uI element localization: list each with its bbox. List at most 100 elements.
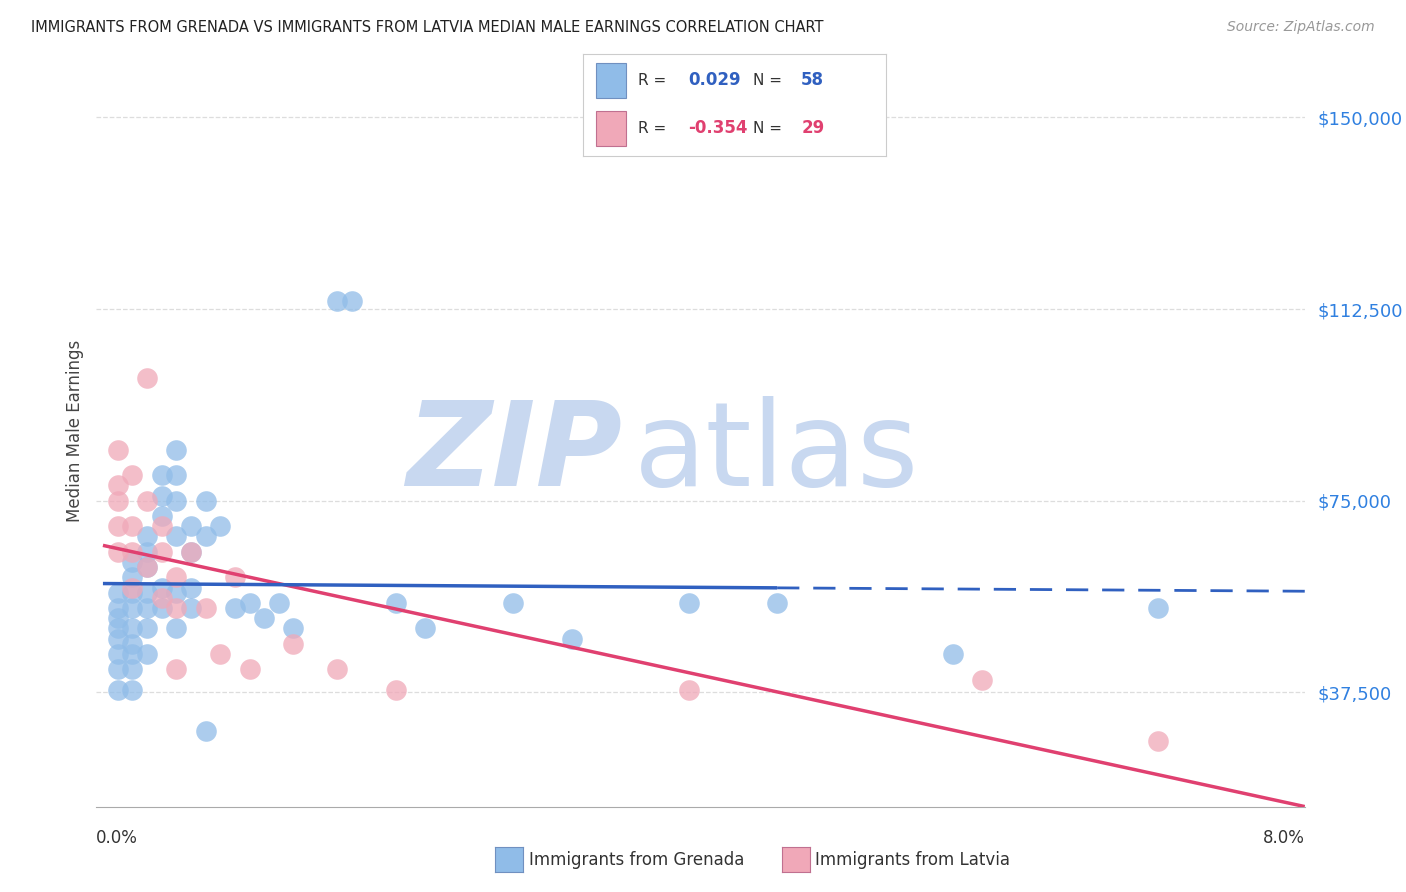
Text: IMMIGRANTS FROM GRENADA VS IMMIGRANTS FROM LATVIA MEDIAN MALE EARNINGS CORRELATI: IMMIGRANTS FROM GRENADA VS IMMIGRANTS FR… [31, 20, 824, 35]
Point [180, 519, 202, 533]
Point [180, 545, 202, 559]
Point [121, 637, 143, 651]
Point [267, 596, 290, 610]
Point [150, 468, 173, 483]
Point [180, 601, 202, 615]
Point [150, 581, 173, 595]
Point [194, 601, 217, 615]
Point [121, 581, 143, 595]
Point [107, 632, 129, 646]
Bar [596, 111, 626, 145]
Point [121, 585, 143, 599]
Point [150, 591, 173, 605]
Point [107, 545, 129, 559]
Point [107, 493, 129, 508]
Point [561, 632, 583, 646]
Point [1147, 601, 1170, 615]
Point [972, 673, 994, 687]
Point [678, 596, 700, 610]
Point [1147, 734, 1170, 748]
Text: R =: R = [638, 72, 671, 87]
Point [194, 529, 217, 543]
Point [107, 601, 129, 615]
Point [180, 545, 202, 559]
Bar [596, 62, 626, 97]
Point [165, 601, 187, 615]
Point [107, 519, 129, 533]
Point [150, 601, 173, 615]
Point [165, 662, 187, 676]
Text: N =: N = [752, 121, 786, 136]
Point [165, 529, 187, 543]
Point [165, 570, 187, 584]
Point [135, 545, 157, 559]
Text: atlas: atlas [634, 395, 920, 510]
Point [326, 662, 349, 676]
Point [150, 508, 173, 523]
Point [135, 585, 157, 599]
Point [121, 662, 143, 676]
Point [678, 682, 700, 697]
Text: ZIP: ZIP [405, 395, 621, 510]
Point [180, 581, 202, 595]
Text: 58: 58 [801, 71, 824, 89]
Point [165, 585, 187, 599]
Point [135, 529, 157, 543]
Point [135, 371, 157, 385]
Point [107, 621, 129, 635]
Point [502, 596, 524, 610]
Point [766, 596, 789, 610]
Point [224, 570, 246, 584]
Point [121, 545, 143, 559]
Point [135, 621, 157, 635]
Text: 29: 29 [801, 120, 824, 137]
Point [326, 294, 349, 309]
Text: 8.0%: 8.0% [1263, 829, 1305, 847]
Text: Source: ZipAtlas.com: Source: ZipAtlas.com [1227, 20, 1375, 34]
Text: 0.0%: 0.0% [96, 829, 138, 847]
Point [238, 596, 260, 610]
Point [224, 601, 246, 615]
Point [165, 493, 187, 508]
Point [121, 682, 143, 697]
Point [165, 468, 187, 483]
Point [194, 493, 217, 508]
Point [165, 442, 187, 457]
Point [165, 621, 187, 635]
Point [107, 682, 129, 697]
Text: N =: N = [752, 72, 786, 87]
Y-axis label: Median Male Earnings: Median Male Earnings [66, 339, 84, 522]
Point [942, 647, 965, 661]
Point [209, 647, 232, 661]
Point [107, 478, 129, 492]
Text: Immigrants from Grenada: Immigrants from Grenada [529, 851, 744, 869]
Point [209, 519, 232, 533]
Point [121, 468, 143, 483]
Text: 0.029: 0.029 [688, 71, 741, 89]
Text: -0.354: -0.354 [688, 120, 747, 137]
Point [385, 682, 408, 697]
Point [107, 611, 129, 625]
Point [283, 637, 305, 651]
Point [135, 560, 157, 574]
Point [107, 442, 129, 457]
Point [385, 596, 408, 610]
Point [150, 545, 173, 559]
Point [194, 723, 217, 738]
Point [135, 647, 157, 661]
Point [107, 585, 129, 599]
Text: Immigrants from Latvia: Immigrants from Latvia [815, 851, 1011, 869]
Point [253, 611, 276, 625]
Point [135, 601, 157, 615]
Point [121, 519, 143, 533]
Point [121, 621, 143, 635]
Point [340, 294, 363, 309]
Point [283, 621, 305, 635]
Point [135, 493, 157, 508]
Point [150, 519, 173, 533]
Point [150, 489, 173, 503]
Point [135, 560, 157, 574]
Point [107, 647, 129, 661]
Point [238, 662, 260, 676]
Point [121, 601, 143, 615]
